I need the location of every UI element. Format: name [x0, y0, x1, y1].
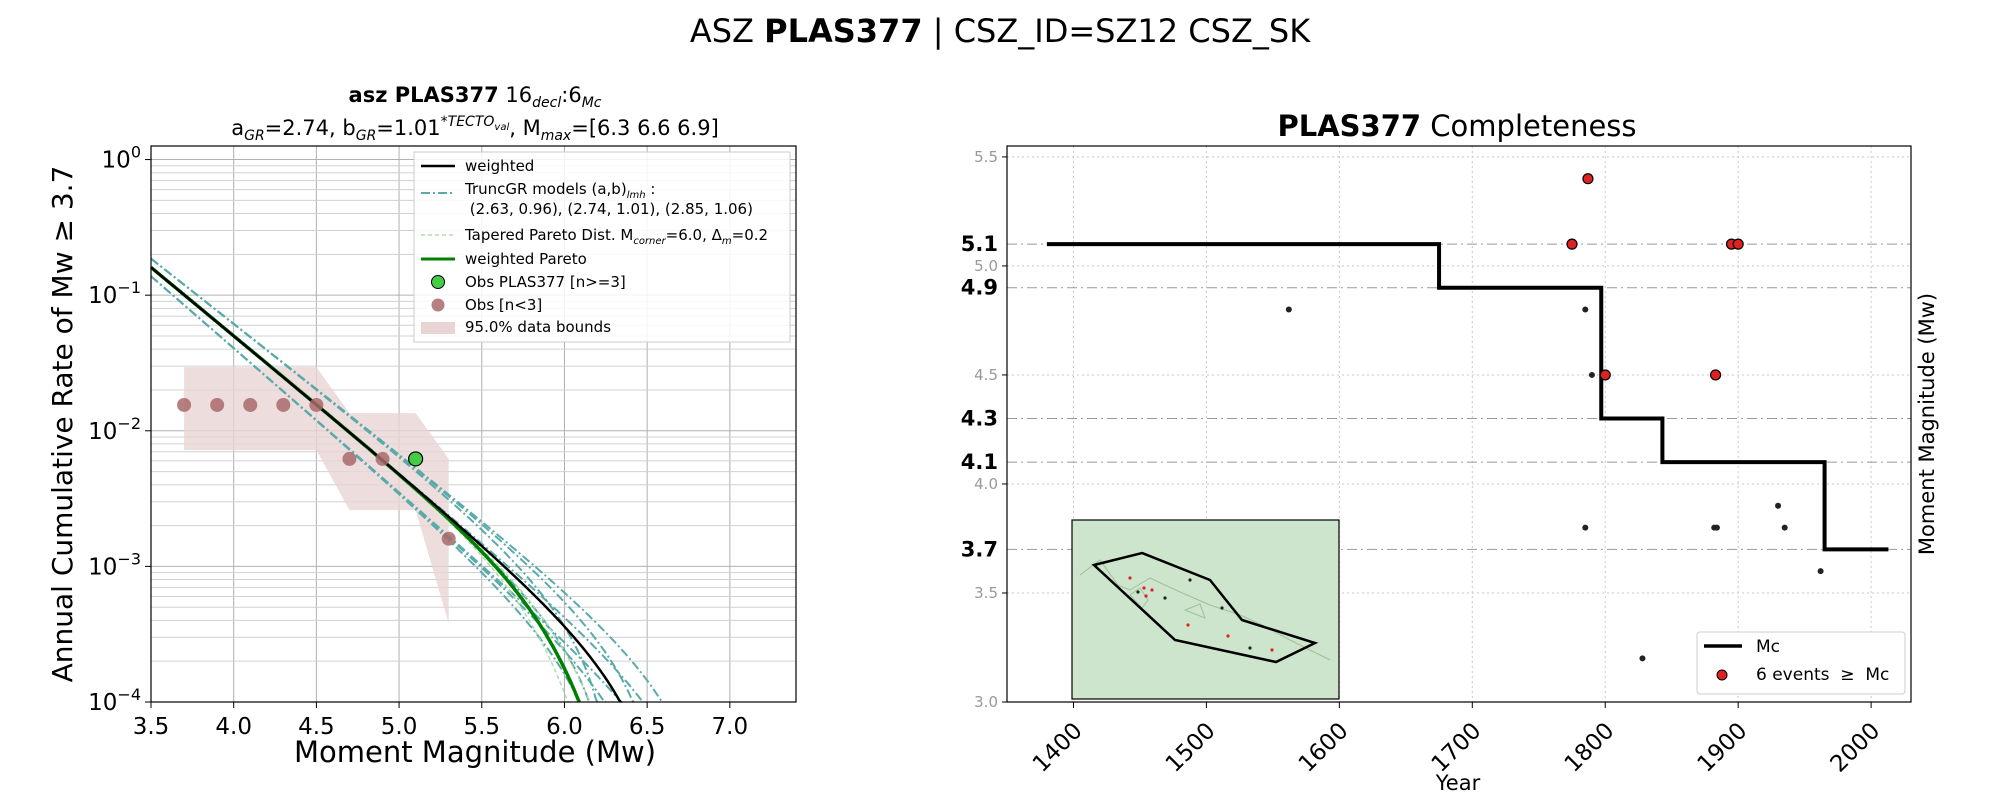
- obs-n-lt-3-point: [375, 451, 390, 466]
- obs-n-ge-3-point: [408, 451, 424, 467]
- legend-truncgr-values: (2.63, 0.96), (2.74, 1.01), (2.85, 1.06): [465, 200, 753, 218]
- legend-pareto-label: Tapered Pareto Dist. Mcorner=6.0, Δm=0.2: [464, 226, 768, 247]
- legend-obs-ge3-swatch: [431, 275, 445, 289]
- truncgr-model-line: [150, 257, 663, 703]
- obs-n-lt-3-point: [309, 397, 324, 412]
- legend-bounds-label: 95.0% data bounds: [465, 318, 611, 336]
- left-title-line1: asz PLAS377 16decl:6Mc: [349, 83, 602, 111]
- legend-truncgr-label: TruncGR models (a,b)lmh :: [464, 180, 655, 201]
- x-tick-label: 7.0: [712, 714, 749, 740]
- left-x-axis-label: Moment Magnitude (Mw): [294, 735, 656, 769]
- obs-n-lt-3-point: [210, 397, 225, 412]
- figure-title-prefix: ASZ: [689, 12, 765, 50]
- legend-wpareto-label: weighted Pareto: [465, 250, 587, 268]
- figure-title-suffix: | CSZ_ID=SZ12 CSZ_SK: [922, 12, 1311, 50]
- x-tick-label: 3.5: [133, 714, 170, 740]
- legend-weighted-label: weighted: [465, 157, 534, 175]
- obs-n-lt-3-point: [243, 397, 258, 412]
- obs-n-lt-3-point: [342, 451, 357, 466]
- x-tick-label: 5.5: [463, 714, 500, 740]
- obs-n-lt-3-point: [441, 531, 456, 546]
- x-tick-label: 6.5: [629, 714, 666, 740]
- left-y-axis-label: Annual Cumulative Rate of Mw ≥ 3.7: [46, 166, 79, 683]
- tapered-pareto-line: [150, 266, 592, 703]
- truncgr-model-line: [150, 275, 623, 703]
- legend-obs-lt3-swatch: [431, 298, 445, 312]
- x-tick-label: 6.0: [546, 714, 583, 740]
- legend-obs-lt3-label: Obs [n<3]: [465, 296, 542, 314]
- legend-bounds-swatch: [421, 322, 455, 334]
- y-tick-label: 10−4: [88, 685, 141, 716]
- y-tick-label: 10−1: [88, 278, 141, 309]
- figure-title: ASZ PLAS377 | CSZ_ID=SZ12 CSZ_SK: [0, 12, 2000, 50]
- x-tick-label: 5.0: [381, 714, 418, 740]
- left-title-line2: aGR=2.74, bGR=1.01*TECTOval, Mmax=[6.3 6…: [231, 114, 719, 144]
- figure-title-bold: PLAS377: [764, 12, 923, 50]
- left-legend: weighted TruncGR models (a,b)lmh : (2.63…: [413, 151, 791, 343]
- data-bounds-region: [184, 367, 449, 624]
- legend-obs-ge3-label: Obs PLAS377 [n>=3]: [465, 273, 626, 291]
- left-plot-frame: [150, 145, 797, 703]
- y-tick-label: 10−3: [88, 549, 141, 580]
- obs-n-lt-3-point: [177, 397, 192, 412]
- obs-n-lt-3-point: [276, 397, 291, 412]
- y-tick-label: 100: [102, 143, 141, 174]
- x-tick-label: 4.0: [215, 714, 252, 740]
- y-tick-label: 10−2: [88, 414, 141, 445]
- x-tick-label: 4.5: [298, 714, 335, 740]
